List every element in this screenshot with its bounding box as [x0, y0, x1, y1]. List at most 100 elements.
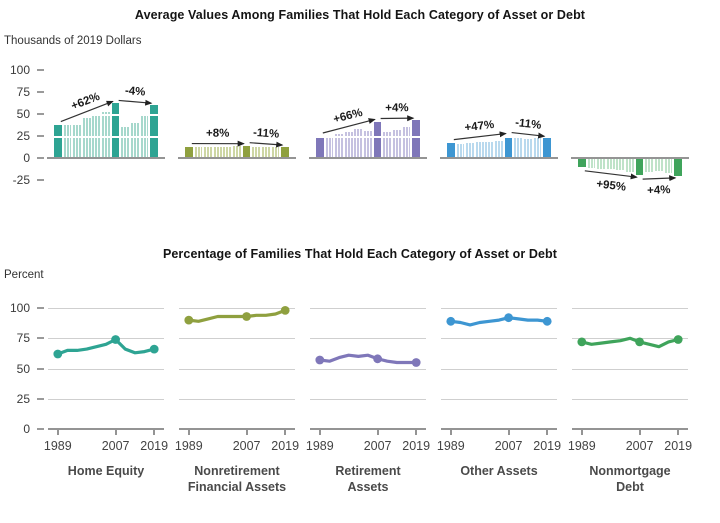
- x-tick-label: 2019: [533, 439, 562, 453]
- bar-2010: [121, 127, 130, 158]
- data-point-2007: [242, 312, 251, 321]
- line-panel-nonretirement-financial-assets: 1989 2007 2019 Nonretirement Financial Asse…: [175, 300, 299, 523]
- x-axis-line: [440, 157, 558, 159]
- data-point-2007: [635, 337, 644, 347]
- trend-line-chart: [577, 335, 683, 349]
- bottom-unit-label: Percent: [4, 269, 44, 281]
- bar-2004: [102, 112, 110, 158]
- bar-2004: [364, 130, 372, 158]
- data-point-2007: [373, 354, 382, 364]
- y-tick-label: 25: [16, 129, 30, 143]
- bar-1992: [194, 147, 203, 158]
- bar-1989: [446, 142, 455, 158]
- y-tick-mark: [37, 367, 44, 370]
- x-tick-label: 2019: [402, 439, 431, 453]
- trend-line: [449, 316, 549, 327]
- bar-1995: [335, 134, 343, 158]
- y-tick-label: 0: [23, 422, 30, 436]
- data-point-1989: [315, 355, 325, 365]
- bar-2013: [131, 122, 139, 158]
- white-gridline: [577, 136, 683, 138]
- x-tick-label: 1989: [436, 439, 465, 453]
- x-tick: [677, 430, 680, 435]
- bar-1992: [325, 137, 334, 158]
- white-gridline: [446, 136, 552, 138]
- bar-1998: [344, 131, 353, 158]
- bar-2010: [514, 138, 523, 158]
- category-label: Retirement Assets: [335, 464, 401, 495]
- gridline: [441, 338, 557, 340]
- trend-arrow: [118, 99, 153, 106]
- bar-1992: [63, 125, 72, 158]
- x-tick: [507, 430, 510, 435]
- y-tick-mark: [37, 337, 44, 340]
- gridline: [179, 338, 295, 340]
- y-tick-label: 100: [9, 63, 30, 77]
- y-tick-label: 25: [16, 391, 30, 406]
- trend-arrow: [453, 131, 507, 141]
- white-gridline: [315, 136, 421, 138]
- x-tick: [245, 430, 248, 435]
- trend-line-chart: [53, 335, 159, 359]
- trend-line-chart: [315, 353, 421, 367]
- gridline: [179, 398, 295, 400]
- line-panel-retirement-assets: 1989 2007 2019 Retirement Assets: [306, 300, 430, 523]
- bar-2013: [393, 129, 401, 158]
- line-panel-nonmortgage-debt: 1989 2007 2019 Nonmortgage Debt: [568, 300, 692, 523]
- gridline: [572, 308, 688, 309]
- trend-label: -11%: [515, 117, 542, 132]
- data-point-1989: [577, 337, 587, 347]
- x-tick: [546, 430, 549, 435]
- trend-arrow: [584, 170, 638, 180]
- y-tick-mark: [37, 157, 44, 159]
- y-tick-label: 75: [16, 331, 30, 346]
- category-label: Home Equity: [67, 464, 145, 478]
- y-tick-label: -25: [12, 173, 30, 187]
- data-point-1989: [53, 349, 63, 359]
- white-gridline: [315, 114, 421, 116]
- data-point-2019: [673, 335, 683, 344]
- bar-1995: [597, 158, 605, 169]
- y-tick-mark: [37, 179, 44, 181]
- annotations: +47% -11%: [453, 117, 546, 141]
- bar-1989: [577, 158, 586, 167]
- trend-arrow: [322, 118, 376, 134]
- y-tick-mark: [37, 91, 44, 93]
- gridline: [310, 368, 426, 370]
- x-tick: [318, 430, 321, 435]
- trend-line: [56, 337, 156, 356]
- trend-arrow: [511, 131, 546, 139]
- gridline: [572, 398, 688, 400]
- y-tick-mark: [37, 307, 44, 309]
- gridline: [179, 308, 295, 309]
- bar-2019: [543, 138, 552, 158]
- gridline: [179, 368, 295, 370]
- data-point-2019: [280, 306, 290, 315]
- x-tick: [638, 430, 641, 435]
- x-tick: [56, 430, 59, 435]
- white-gridline: [184, 136, 290, 138]
- data-point-1989: [184, 315, 194, 325]
- data-point-2019: [149, 344, 159, 354]
- bar-2007: [373, 121, 382, 158]
- bar-2010: [383, 131, 392, 158]
- x-tick-label: 2019: [664, 439, 693, 453]
- bar-1998: [606, 158, 615, 170]
- line-panel-home-equity: 1989 2007 2019 Home Equity: [44, 300, 168, 523]
- x-tick: [153, 430, 156, 435]
- trend-line-chart: [446, 313, 552, 327]
- trend-arrow: [642, 175, 677, 182]
- x-axis-line: [572, 428, 688, 430]
- trend-label: +47%: [464, 119, 495, 134]
- white-gridline: [53, 136, 159, 138]
- y-tick-mark: [37, 397, 44, 400]
- data-point-2019: [542, 316, 552, 326]
- bar-2001: [223, 146, 232, 158]
- gridline: [48, 338, 164, 340]
- gridline: [310, 398, 426, 400]
- white-gridline: [184, 114, 290, 116]
- gridline: [48, 308, 164, 309]
- trend-label: -4%: [124, 85, 145, 99]
- trend-arrow: [60, 100, 114, 123]
